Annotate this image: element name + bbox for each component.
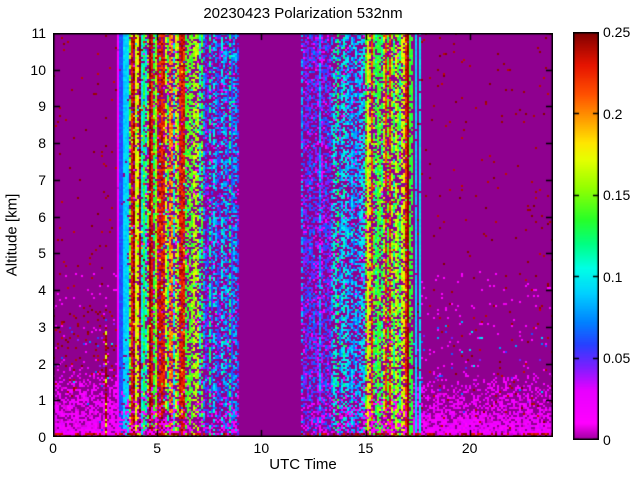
x-tick-label: 0	[49, 440, 57, 456]
y-tick-label: 0	[38, 429, 46, 445]
y-tick-label: 7	[38, 171, 46, 188]
y-tick-label: 9	[38, 98, 46, 115]
x-tick-label: 20	[461, 440, 478, 456]
x-axis-label: UTC Time	[269, 456, 337, 473]
x-tick-label: 10	[253, 440, 270, 456]
colorbar-tick-label: 0.1	[603, 268, 623, 285]
colorbar-tick-label: 0.15	[603, 187, 631, 204]
heatmap-canvas	[53, 33, 553, 437]
y-tick-label: 6	[38, 208, 46, 225]
y-axis-label: Altitude [km]	[3, 193, 21, 277]
x-tick-label: 15	[357, 440, 374, 456]
colorbar-tick-label: 0.05	[603, 350, 631, 367]
y-tick-label: 10	[30, 61, 46, 78]
colorbar	[573, 32, 599, 440]
y-tick-label: 11	[31, 25, 46, 41]
y-tick-label: 5	[38, 245, 46, 262]
colorbar-tick-label: 0.25	[603, 24, 631, 40]
y-tick-label: 3	[38, 318, 46, 335]
colorbar-tick-label: 0	[603, 432, 611, 448]
plot-title: 20230423 Polarization 532nm	[203, 5, 403, 22]
x-tick-label: 5	[153, 440, 162, 456]
colorbar-tick-label: 0.2	[603, 105, 623, 122]
y-tick-label: 8	[38, 135, 46, 152]
y-tick-label: 4	[38, 282, 46, 299]
y-tick-label: 2	[38, 355, 46, 372]
y-tick-label: 1	[38, 392, 46, 409]
